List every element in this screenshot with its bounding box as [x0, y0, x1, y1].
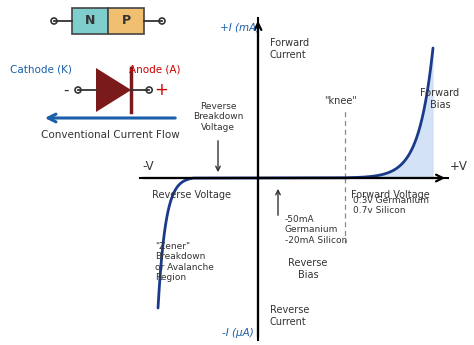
Polygon shape — [258, 48, 433, 178]
Text: +: + — [154, 81, 168, 99]
Text: P: P — [121, 14, 130, 28]
Text: Reverse Voltage: Reverse Voltage — [153, 190, 231, 200]
Text: -: - — [63, 82, 69, 98]
Text: Forward
Bias: Forward Bias — [420, 88, 460, 110]
Bar — [72, 8, 108, 34]
Text: +I (mA): +I (mA) — [220, 22, 260, 32]
Text: -50mA
Germanium
-20mA Silicon: -50mA Germanium -20mA Silicon — [285, 215, 347, 245]
Text: +V: +V — [450, 159, 468, 172]
Text: Conventional Current Flow: Conventional Current Flow — [41, 130, 179, 140]
Text: Anode (A): Anode (A) — [129, 65, 181, 75]
Bar — [108, 8, 144, 34]
Text: Reverse
Bias: Reverse Bias — [288, 258, 328, 279]
Text: N: N — [85, 14, 95, 28]
Text: 0.3v Germanium
0.7v Silicon: 0.3v Germanium 0.7v Silicon — [353, 196, 429, 215]
Text: Reverse
Current: Reverse Current — [270, 305, 310, 327]
Text: -V: -V — [142, 159, 154, 172]
Polygon shape — [96, 68, 131, 112]
Text: Forward Voltage: Forward Voltage — [351, 190, 429, 200]
Text: Cathode (K): Cathode (K) — [10, 65, 72, 75]
Text: Reverse
Breakdown
Voltage: Reverse Breakdown Voltage — [193, 102, 243, 132]
Text: "Zener"
Breakdown
or Avalanche
Region: "Zener" Breakdown or Avalanche Region — [155, 242, 214, 282]
Text: "knee": "knee" — [325, 96, 357, 106]
Text: -I (μA): -I (μA) — [222, 328, 254, 338]
Text: Forward
Current: Forward Current — [270, 38, 309, 60]
